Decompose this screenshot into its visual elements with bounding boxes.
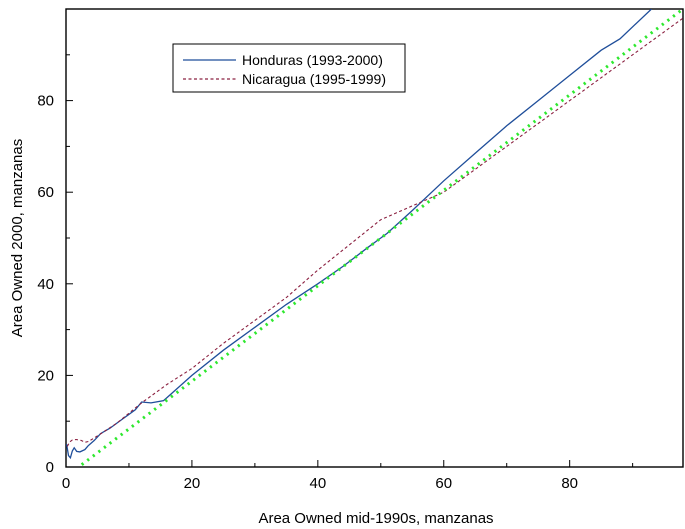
- legend: Honduras (1993-2000) Nicaragua (1995-199…: [172, 43, 406, 93]
- ticks-layer: 0 20 40 60 80 0 20 40 60 80: [37, 8, 634, 492]
- legend-label-nicaragua: Nicaragua (1995-1999): [242, 71, 386, 87]
- series-nicaragua-line: [66, 17, 683, 447]
- y-axis-label: Area Owned 2000, manzanas: [9, 139, 26, 337]
- x-tick-label: 20: [184, 475, 201, 492]
- x-tick-label: 60: [435, 475, 452, 492]
- x-tick-label: 40: [309, 475, 326, 492]
- x-tick-label: 80: [561, 475, 578, 492]
- x-tick-label: 0: [62, 475, 70, 492]
- y-tick-label: 40: [37, 276, 54, 293]
- x-axis-label: Area Owned mid-1990s, manzanas: [258, 510, 493, 527]
- legend-box: [172, 43, 406, 93]
- y-tick-label: 80: [37, 93, 54, 110]
- series-honduras-line: [66, 9, 652, 460]
- series-layer: [66, 9, 683, 466]
- y-tick-label: 0: [46, 459, 54, 476]
- legend-label-honduras: Honduras (1993-2000): [242, 52, 383, 68]
- y-tick-label: 60: [37, 184, 54, 201]
- y-tick-label: 20: [37, 367, 54, 384]
